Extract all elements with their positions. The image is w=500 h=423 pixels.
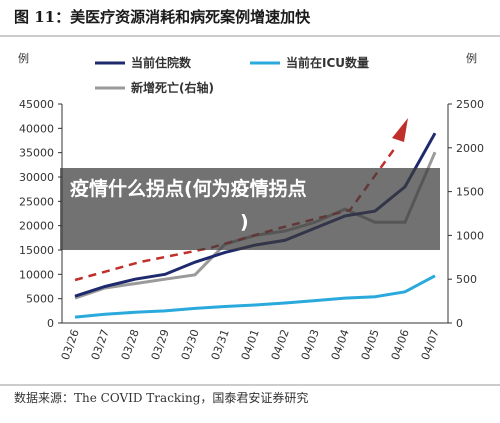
y-tick-label: 45000 — [19, 98, 54, 111]
y2-tick-label: 1500 — [456, 186, 484, 199]
y-tick-label: 20000 — [19, 220, 54, 233]
y-tick-label: 10000 — [19, 268, 54, 281]
legend-label: 当前在ICU数量 — [286, 55, 369, 70]
series-line — [74, 274, 436, 319]
y-tick-label: 30000 — [19, 171, 54, 184]
legend-label: 当前住院数 — [131, 55, 192, 70]
y2-tick-label: 1000 — [456, 229, 484, 242]
trend-arrowhead — [392, 118, 408, 142]
y2-tick-label: 2000 — [456, 142, 484, 155]
y-tick-label: 25000 — [19, 195, 54, 208]
y2-tick-label: 500 — [456, 273, 477, 286]
y2-axis-label: 例 — [466, 51, 477, 65]
y-axis-label: 例 — [18, 51, 29, 65]
y-tick-label: 35000 — [19, 147, 54, 160]
y2-tick-label: 0 — [456, 317, 463, 330]
y-tick-label: 15000 — [19, 244, 54, 257]
y-tick-label: 5000 — [26, 293, 54, 306]
source: 数据来源：The COVID Tracking，国泰君安证券研究 — [14, 390, 308, 405]
y-tick-label: 40000 — [19, 122, 54, 135]
y2-tick-label: 2500 — [456, 98, 484, 111]
y-tick-label: 0 — [47, 317, 54, 330]
chart-title: 图 11：美医疗资源消耗和病死案例增速加快 — [14, 8, 311, 26]
overlay-text: 疫情什么拐点(何为疫情拐点 — [70, 177, 307, 200]
overlay-banner — [60, 168, 440, 250]
legend-label: 新增死亡(右轴) — [131, 80, 214, 95]
overlay-text: ) — [240, 211, 249, 233]
